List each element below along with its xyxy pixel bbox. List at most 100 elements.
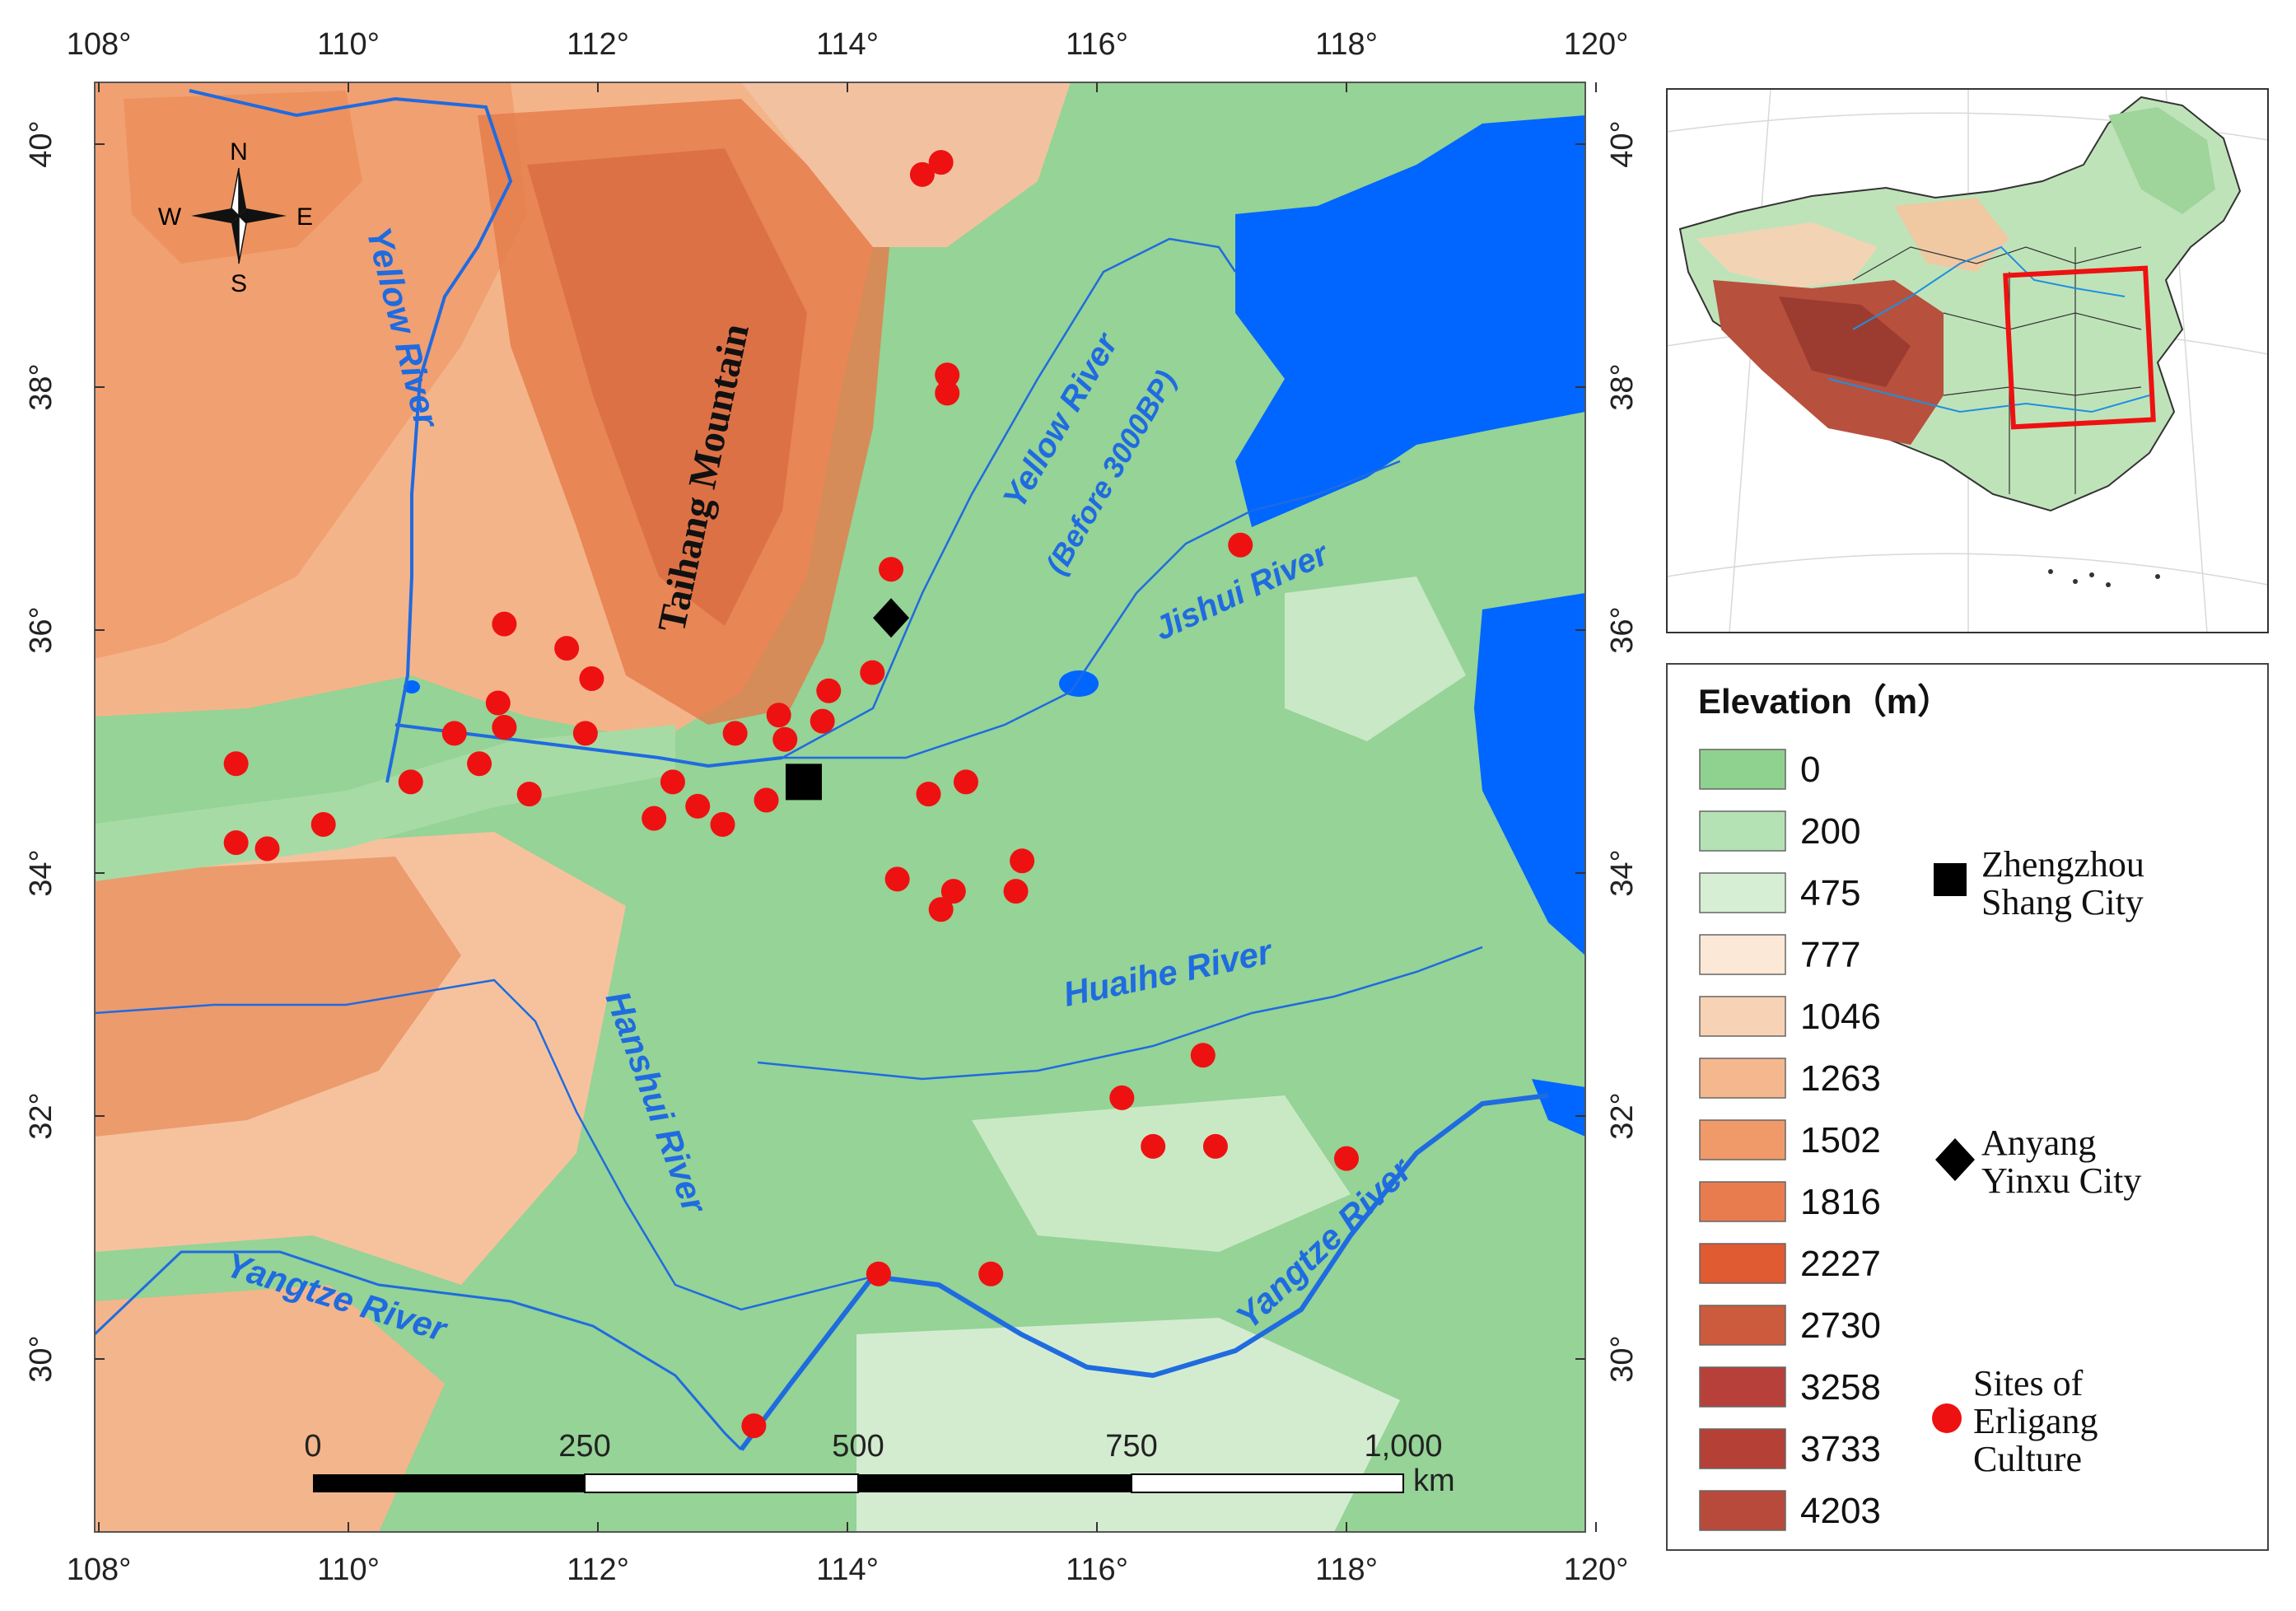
x-tick-label: 108°: [67, 27, 132, 62]
erligang-site-marker: [741, 1413, 767, 1439]
erligang-site-marker: [572, 721, 598, 746]
legend-swatch-label: 475: [1800, 873, 1860, 913]
ordos-highs: [124, 91, 362, 264]
scale-seg-2: [584, 1473, 859, 1493]
erligang-site-marker: [810, 708, 835, 734]
rivers: [95, 89, 1549, 1451]
legend-swatch: [1699, 1058, 1786, 1099]
x-ticks-top: 108° 110° 112° 114° 116° 118° 120°: [67, 27, 1629, 1532]
legend-swatch: [1699, 1366, 1786, 1408]
legend-swatch: [1699, 1305, 1786, 1346]
inset-northeast: [2108, 107, 2215, 214]
legend-square-icon: [1934, 863, 1967, 896]
erligang-site-marker: [554, 636, 580, 661]
y-tick-label: 40°: [24, 120, 58, 167]
compass-w: W: [158, 203, 182, 231]
inset-content: [1667, 89, 2268, 633]
erligang-site-marker: [579, 666, 604, 691]
erligang-site-marker: [485, 690, 511, 716]
scale-tick-250: 250: [558, 1429, 610, 1464]
legend-anyang: Anyang Yinxu City: [1935, 1123, 2141, 1201]
lake-dongping: [1059, 670, 1099, 697]
x-tick-label: 120°: [1564, 27, 1629, 62]
legend-sites-line3: Culture: [1973, 1439, 2082, 1479]
legend-swatch-label: 1816: [1800, 1182, 1881, 1222]
huaihe-river: [757, 946, 1483, 1081]
yellow-river-upper: [189, 89, 513, 783]
scale-tick-0: 0: [304, 1429, 321, 1464]
erligang-site-marker: [1190, 1043, 1216, 1068]
y-tick-label: 36°: [1605, 606, 1640, 653]
legend-swatch-label: 200: [1800, 811, 1860, 852]
erligang-site-marker: [766, 703, 791, 728]
erligang-site-marker: [816, 678, 842, 703]
zhengzhou-shang-city-marker: [785, 763, 822, 801]
sichuan-terrain: [95, 1285, 445, 1532]
yanshan-terrain: [741, 82, 1071, 247]
legend-anyang-line2: Yinxu City: [1981, 1160, 2141, 1201]
erligang-site-marker: [754, 787, 779, 813]
x-tick-label: 116°: [1066, 27, 1128, 62]
scale-tick-500: 500: [832, 1429, 884, 1464]
inset-islands: [2048, 569, 2160, 587]
y-ticks-right: 40° 38° 36° 34° 32° 30°: [1605, 120, 1640, 1382]
legend-swatch: [1699, 810, 1786, 852]
legend-swatch: [1699, 1428, 1786, 1469]
scale-tick-1000: 1,000: [1364, 1429, 1442, 1464]
erligang-site-marker: [879, 557, 904, 582]
yellow-sea: [1474, 593, 1585, 955]
erligang-site-marker: [722, 721, 748, 746]
x-tick-label: 112°: [567, 1553, 629, 1587]
legend-sites-line1: Sites of: [1973, 1363, 2084, 1403]
dabie-hills: [972, 1095, 1351, 1252]
legend-zhengzhou: Zhengzhou Shang City: [1934, 844, 2144, 922]
inset-tarim: [1696, 222, 1878, 288]
erligang-site-marker: [953, 769, 978, 795]
legend-swatches: 0 200 475 777 1046 1263 1502 1816 2227 2730 3258 37…: [1699, 749, 1881, 1531]
erligang-site-marker: [441, 721, 467, 746]
erligang-site-marker: [1109, 1085, 1135, 1110]
y-tick-label: 36°: [24, 606, 58, 653]
y-tick-label: 32°: [24, 1092, 58, 1139]
x-tick-label: 120°: [1564, 1553, 1629, 1587]
y-tick-label: 38°: [1605, 363, 1640, 410]
inset-tibet-high: [1779, 297, 1911, 387]
legend-swatch: [1699, 1119, 1786, 1160]
erligang-site-marker: [928, 897, 954, 922]
compass-needle-west: [191, 208, 239, 223]
sites-layer: [223, 150, 1359, 1439]
legend-anyang-line1: Anyang: [1981, 1123, 2096, 1163]
legend-swatch-label: 2730: [1800, 1305, 1881, 1346]
legend-swatch: [1699, 1243, 1786, 1284]
erligang-site-marker: [1141, 1133, 1166, 1159]
legend-swatch-label: 1502: [1800, 1120, 1881, 1160]
erligang-site-marker: [685, 793, 711, 819]
erligang-site-marker: [866, 1261, 891, 1286]
yellow-river-old-course: [782, 237, 1237, 759]
legend-diamond-icon: [1935, 1138, 1975, 1181]
erligang-site-marker: [978, 1261, 1004, 1286]
inset-loess: [1894, 198, 2009, 272]
legend-swatch-label: 4203: [1800, 1491, 1881, 1531]
erligang-site-marker: [916, 782, 941, 807]
scale-unit: km: [1413, 1464, 1455, 1498]
map-frame: [94, 82, 1586, 1533]
compass-needle-south-light: [238, 214, 247, 264]
erligang-site-marker: [909, 161, 935, 187]
compass-rose: N S E W: [158, 138, 313, 297]
erligang-site-marker: [492, 715, 517, 740]
y-tick-label: 30°: [1605, 1335, 1640, 1382]
erligang-site-marker: [398, 769, 423, 795]
erligang-site-marker: [223, 830, 249, 856]
legend-swatch: [1699, 1181, 1786, 1222]
erligang-site-marker: [1334, 1146, 1359, 1171]
erligang-site-marker: [772, 726, 798, 752]
x-ticks-bottom: 108° 110° 112° 114° 116° 118° 120°: [67, 1553, 1629, 1587]
x-tick-label: 114°: [816, 27, 879, 62]
y-ticks-left: 40° 38° 36° 34° 32° 30°: [24, 120, 1585, 1383]
map-terrain: [95, 82, 1585, 1532]
erligang-site-marker: [516, 782, 542, 807]
y-tick-label: 34°: [1605, 849, 1640, 896]
inset-rivers: [1827, 245, 2150, 413]
main-map: 108° 110° 112° 114° 116° 118° 120° 108° 110° 112…: [24, 27, 1640, 1587]
